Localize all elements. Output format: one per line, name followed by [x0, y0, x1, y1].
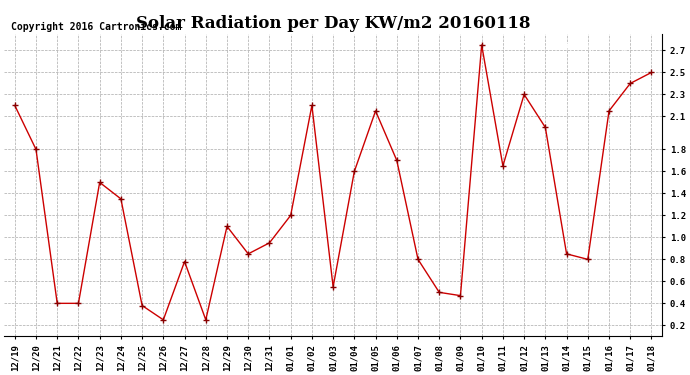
Text: Copyright 2016 Cartronics.com: Copyright 2016 Cartronics.com — [11, 22, 181, 32]
Title: Solar Radiation per Day KW/m2 20160118: Solar Radiation per Day KW/m2 20160118 — [136, 15, 531, 32]
